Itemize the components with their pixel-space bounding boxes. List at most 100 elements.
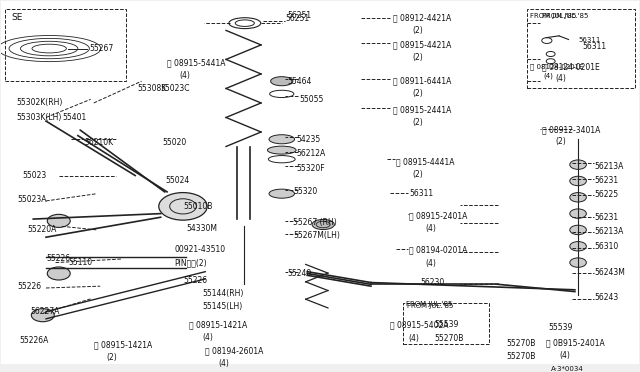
Text: 55320F: 55320F — [296, 164, 325, 173]
Text: FROM JUL.'85: FROM JUL.'85 — [531, 13, 577, 19]
Text: 55302K(RH): 55302K(RH) — [16, 99, 63, 108]
Bar — [527, 9, 636, 89]
Circle shape — [570, 241, 586, 251]
Ellipse shape — [271, 77, 293, 86]
Text: FROM JUL.'85: FROM JUL.'85 — [406, 301, 452, 307]
Text: 54235: 54235 — [296, 135, 321, 144]
Text: 55320: 55320 — [293, 187, 317, 196]
Text: (4): (4) — [425, 259, 436, 268]
Text: ⓕ 08915-1421A: ⓕ 08915-1421A — [189, 321, 248, 330]
Text: 55226: 55226 — [17, 282, 42, 291]
Text: A·3*0034: A·3*0034 — [550, 366, 584, 372]
Text: 56251: 56251 — [287, 12, 311, 20]
Text: (4): (4) — [559, 351, 570, 360]
Text: 56311: 56311 — [582, 42, 607, 51]
Text: 55226: 55226 — [46, 254, 70, 263]
Text: (4): (4) — [556, 74, 566, 83]
Text: 56311: 56311 — [409, 189, 433, 198]
Text: Ⓑ 08194-2601A: Ⓑ 08194-2601A — [205, 346, 264, 355]
Text: 56225: 56225 — [594, 190, 618, 199]
Text: 55110: 55110 — [68, 258, 92, 267]
Text: 54330M: 54330M — [186, 224, 217, 232]
Circle shape — [31, 309, 54, 322]
Circle shape — [47, 267, 70, 280]
Text: 55020: 55020 — [162, 138, 186, 147]
Text: ⓝ 08912-3401A: ⓝ 08912-3401A — [541, 126, 600, 135]
Text: 55144(RH): 55144(RH) — [202, 289, 243, 298]
Text: ⓕ 08915-4421A: ⓕ 08915-4421A — [394, 41, 452, 49]
Text: ⓕ 08915-5441A: ⓕ 08915-5441A — [167, 58, 225, 68]
Text: 56231: 56231 — [594, 213, 618, 222]
Ellipse shape — [268, 146, 296, 154]
Text: 55401: 55401 — [62, 113, 86, 122]
Text: 55240: 55240 — [287, 269, 311, 278]
Text: 55024: 55024 — [165, 176, 189, 186]
Bar — [4, 9, 125, 81]
Text: 55303K(LH): 55303K(LH) — [16, 113, 61, 122]
Text: 55270B: 55270B — [507, 352, 536, 362]
Text: 55539: 55539 — [435, 320, 459, 329]
Text: (2): (2) — [556, 137, 566, 146]
Circle shape — [47, 214, 70, 227]
Circle shape — [570, 225, 586, 235]
Text: PINピン(2): PINピン(2) — [175, 258, 207, 267]
Text: ⓕ 08915-2401A: ⓕ 08915-2401A — [409, 211, 468, 220]
Text: (4): (4) — [543, 73, 553, 79]
Text: (4): (4) — [408, 334, 419, 343]
Text: 56230: 56230 — [420, 278, 445, 287]
Text: 55270B: 55270B — [435, 334, 464, 343]
Circle shape — [570, 209, 586, 218]
Text: 56213A: 56213A — [594, 227, 623, 236]
Text: (2): (2) — [412, 26, 423, 35]
Text: 56210K: 56210K — [84, 138, 113, 147]
Circle shape — [570, 193, 586, 202]
Text: 56213A: 56213A — [594, 162, 623, 171]
Circle shape — [570, 176, 586, 186]
Text: 56243: 56243 — [594, 292, 618, 302]
Circle shape — [570, 160, 586, 169]
Text: (4): (4) — [218, 359, 229, 368]
Text: ⓕ 08915-2441A: ⓕ 08915-2441A — [394, 106, 452, 115]
Text: 55220A: 55220A — [27, 225, 56, 234]
Text: (2): (2) — [106, 353, 117, 362]
Bar — [403, 302, 489, 344]
Text: 56227A: 56227A — [30, 307, 60, 316]
Text: 56311: 56311 — [578, 37, 600, 43]
Text: ⓕ 0B915-2401A: ⓕ 0B915-2401A — [546, 339, 605, 347]
Text: FROM JUL.'85: FROM JUL.'85 — [541, 13, 588, 19]
Text: ⓝ 08911-6441A: ⓝ 08911-6441A — [394, 77, 452, 86]
Text: (2): (2) — [412, 89, 423, 99]
Text: (4): (4) — [180, 71, 191, 80]
Text: 55145(LH): 55145(LH) — [202, 302, 243, 311]
Text: ⓕ 08915-5402A: ⓕ 08915-5402A — [390, 321, 449, 330]
Text: 55010B: 55010B — [183, 202, 212, 211]
Text: 55539: 55539 — [548, 323, 573, 332]
Text: 55267 (RH): 55267 (RH) — [293, 218, 337, 227]
Text: 55055: 55055 — [299, 95, 323, 104]
Text: 56231: 56231 — [594, 176, 618, 186]
Text: 00921-43510: 00921-43510 — [175, 246, 226, 254]
Text: 55267M(LH): 55267M(LH) — [293, 231, 340, 240]
Text: 55270B: 55270B — [507, 339, 536, 347]
Text: (2): (2) — [412, 53, 423, 62]
Text: (4): (4) — [202, 333, 213, 342]
Text: 55023: 55023 — [22, 171, 47, 180]
Text: 55226A: 55226A — [19, 336, 49, 345]
Text: 55308K: 55308K — [137, 84, 166, 93]
Text: 55023C: 55023C — [161, 84, 190, 93]
Text: 56243M: 56243M — [594, 268, 625, 277]
Text: 56212A: 56212A — [296, 149, 326, 158]
Ellipse shape — [312, 219, 334, 230]
Ellipse shape — [269, 189, 294, 198]
Text: 56310: 56310 — [594, 242, 618, 251]
Text: (4): (4) — [425, 224, 436, 232]
Text: Ⓑ 08124-0201E: Ⓑ 08124-0201E — [531, 64, 584, 70]
Text: ⓝ 08912-4421A: ⓝ 08912-4421A — [394, 13, 452, 22]
Circle shape — [570, 258, 586, 267]
Text: ⓕ 08915-1421A: ⓕ 08915-1421A — [94, 341, 152, 350]
Text: 55267: 55267 — [90, 44, 113, 53]
Text: Ⓑ 08124-0201E: Ⓑ 08124-0201E — [541, 62, 600, 71]
Text: ⓕ 08915-4441A: ⓕ 08915-4441A — [396, 157, 455, 166]
Text: 56251: 56251 — [285, 14, 309, 23]
Ellipse shape — [269, 135, 294, 144]
